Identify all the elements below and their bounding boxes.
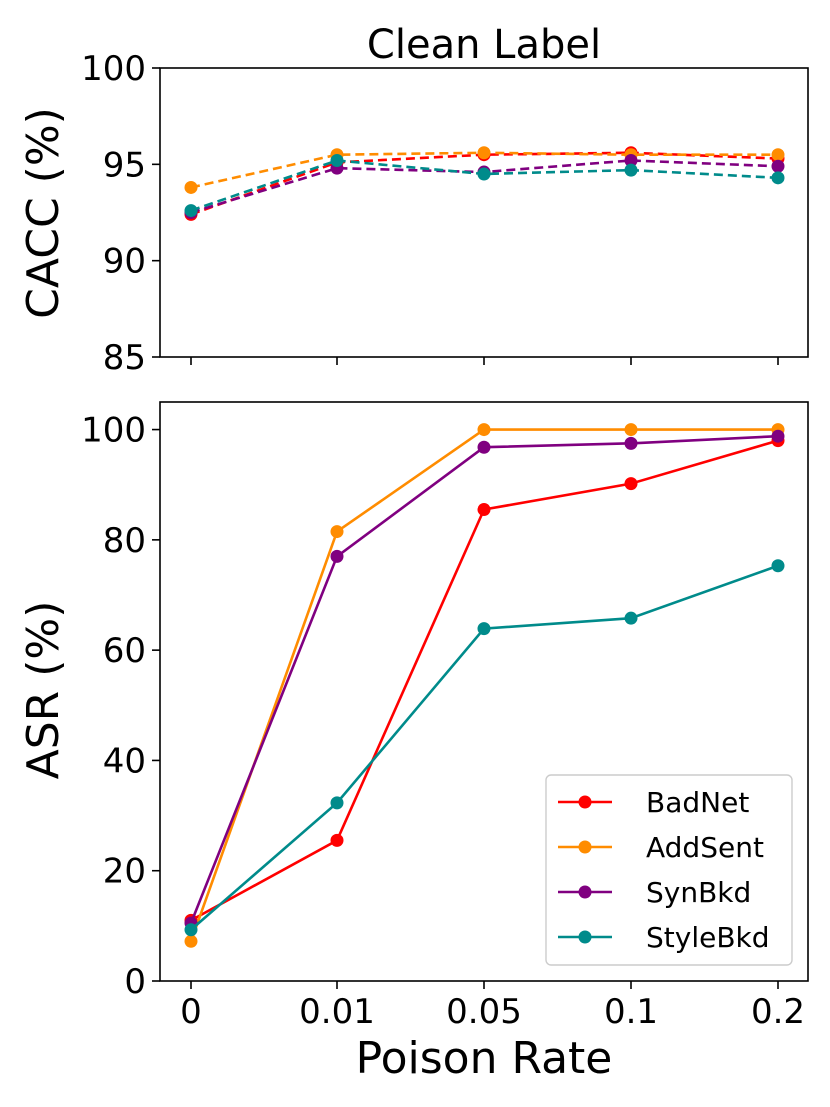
asr-xtick-label-0.01: 0.01 — [299, 992, 375, 1032]
legend-label-stylebkd: StyleBkd — [646, 921, 770, 954]
legend-frame — [545, 774, 793, 966]
asr-point-badnet-0.1 — [624, 477, 638, 491]
asr-xtick-label-0: 0 — [180, 992, 202, 1032]
asr-point-synbkd-0.2 — [771, 429, 785, 443]
asr-xtick-label-0.05: 0.05 — [446, 992, 522, 1032]
asr-point-stylebkd-0.05 — [477, 622, 491, 636]
legend-label-addsent: AddSent — [646, 831, 764, 864]
asr-point-synbkd-0.01 — [330, 549, 344, 563]
asr-point-badnet-0.01 — [330, 833, 344, 847]
asr-point-stylebkd-0 — [184, 923, 198, 937]
cacc-point-stylebkd-0.2 — [771, 171, 785, 185]
cacc-point-addsent-0.2 — [771, 148, 785, 162]
asr-ytick-label-40: 40 — [103, 741, 146, 781]
chart-title: Clean Label — [367, 22, 601, 68]
asr-point-synbkd-0.1 — [624, 436, 638, 450]
asr-ytick-label-60: 60 — [103, 631, 146, 671]
asr-point-stylebkd-0.01 — [330, 796, 344, 810]
legend-marker-stylebkd — [578, 930, 592, 944]
legend-marker-synbkd — [578, 885, 592, 899]
asr-point-addsent-0.05 — [477, 423, 491, 437]
legend-label-badnet: BadNet — [646, 786, 749, 819]
cacc-point-addsent-0 — [184, 180, 198, 194]
asr-y-axis-label: ASR (%) — [18, 601, 69, 780]
asr-point-addsent-0.01 — [330, 525, 344, 539]
legend-marker-addsent — [578, 840, 592, 854]
legend-marker-badnet — [578, 795, 592, 809]
asr-point-addsent-0 — [184, 934, 198, 948]
cacc-point-synbkd-0.2 — [771, 159, 785, 173]
cacc-ytick-label-85: 85 — [103, 338, 146, 378]
asr-point-synbkd-0.05 — [477, 440, 491, 454]
cacc-point-stylebkd-0.1 — [624, 163, 638, 177]
cacc-ytick-label-90: 90 — [103, 242, 146, 282]
cacc-point-stylebkd-0.05 — [477, 167, 491, 181]
cacc-point-stylebkd-0.01 — [330, 153, 344, 167]
cacc-axes-frame — [159, 67, 809, 358]
asr-ytick-label-20: 20 — [103, 852, 146, 892]
cacc-ytick-label-95: 95 — [103, 145, 146, 185]
x-axis-label: Poison Rate — [356, 1033, 613, 1084]
asr-xtick-label-0.2: 0.2 — [751, 992, 805, 1032]
asr-ytick-label-0: 0 — [124, 962, 146, 1002]
cacc-y-axis-label: CACC (%) — [18, 107, 69, 319]
legend-label-synbkd: SynBkd — [646, 876, 751, 909]
asr-point-addsent-0.1 — [624, 423, 638, 437]
asr-point-badnet-0.05 — [477, 503, 491, 517]
cacc-ytick-label-100: 100 — [81, 49, 146, 89]
asr-ytick-label-80: 80 — [103, 521, 146, 561]
asr-ytick-label-100: 100 — [81, 411, 146, 451]
asr-panel: 0 20 40 60 80 100 0 0.01 0.05 0.1 0.2 ASR (%) BadNet… — [18, 401, 809, 1032]
asr-point-stylebkd-0.1 — [624, 611, 638, 625]
cacc-panel: 85 90 95 100 CACC (%) — [18, 49, 809, 378]
cacc-point-stylebkd-0 — [184, 204, 198, 218]
asr-xtick-label-0.1: 0.1 — [604, 992, 658, 1032]
cacc-point-addsent-0.05 — [477, 146, 491, 160]
legend: BadNet AddSent SynBkd StyleBkd — [545, 774, 793, 966]
cacc-point-synbkd-0.1 — [624, 153, 638, 167]
asr-point-stylebkd-0.2 — [771, 559, 785, 573]
